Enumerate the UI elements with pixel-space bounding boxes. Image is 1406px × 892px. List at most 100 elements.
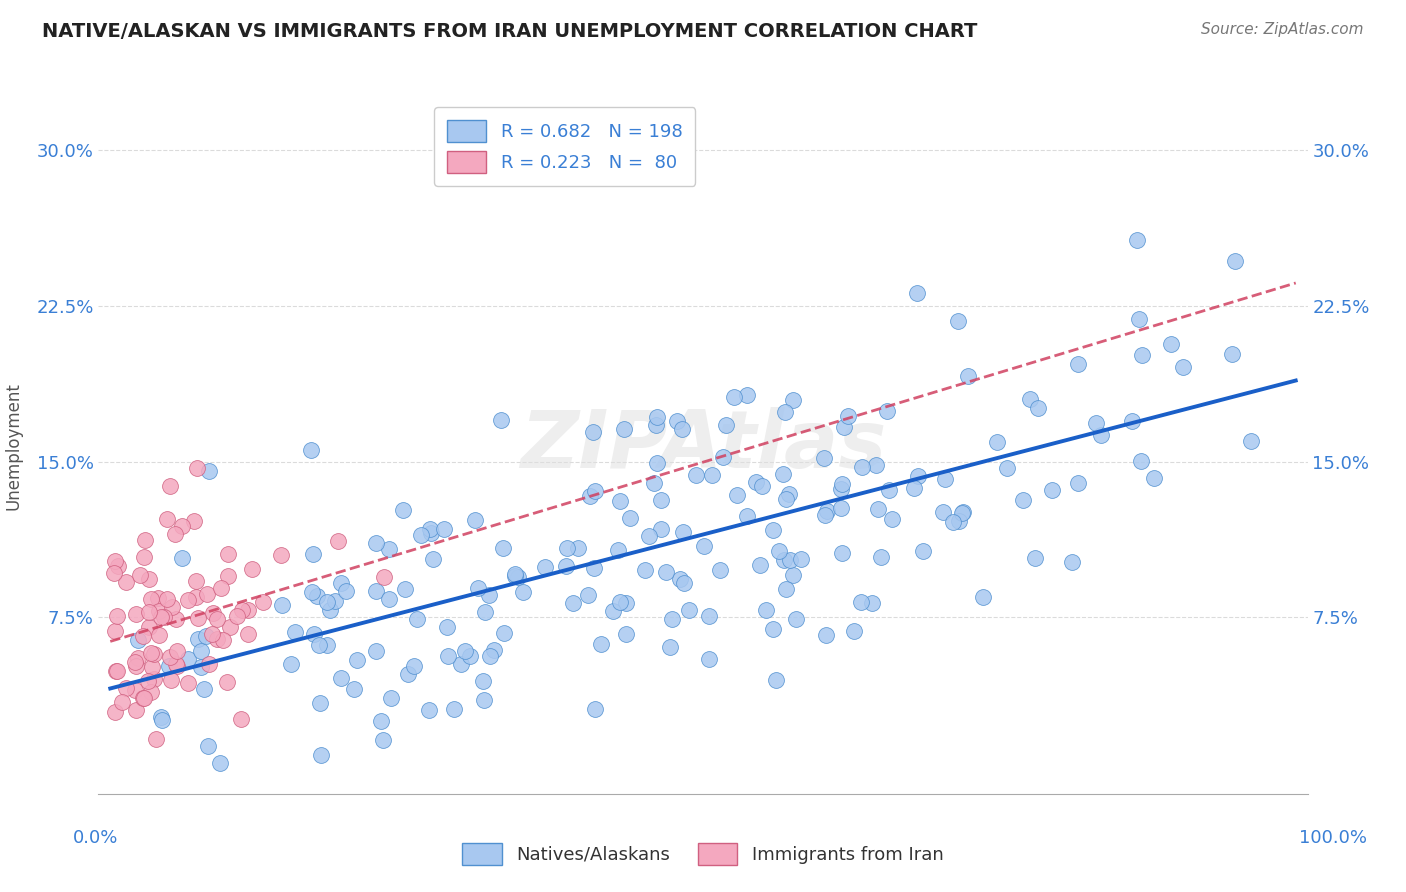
- Point: [903, 481, 925, 495]
- Point: [813, 451, 835, 466]
- Point: [602, 604, 624, 618]
- Legend: Natives/Alaskans, Immigrants from Iran: Natives/Alaskans, Immigrants from Iran: [456, 836, 950, 872]
- Point: [159, 478, 181, 492]
- Point: [672, 525, 695, 540]
- Point: [436, 620, 458, 634]
- Point: [912, 544, 935, 558]
- Point: [111, 695, 134, 709]
- Point: [302, 547, 325, 561]
- Point: [723, 390, 745, 404]
- Point: [815, 504, 838, 518]
- Point: [860, 597, 883, 611]
- Point: [330, 671, 353, 685]
- Point: [104, 624, 127, 639]
- Point: [609, 595, 631, 609]
- Point: [503, 569, 526, 583]
- Point: [377, 542, 399, 557]
- Point: [215, 675, 238, 690]
- Point: [952, 505, 974, 519]
- Point: [394, 582, 416, 597]
- Point: [184, 590, 207, 604]
- Point: [190, 644, 212, 658]
- Point: [699, 651, 721, 665]
- Point: [613, 422, 636, 436]
- Point: [762, 623, 785, 637]
- Point: [211, 633, 233, 648]
- Point: [205, 632, 228, 646]
- Point: [666, 414, 689, 428]
- Point: [124, 683, 146, 698]
- Point: [177, 592, 200, 607]
- Point: [142, 672, 165, 686]
- Point: [492, 541, 515, 555]
- Point: [134, 533, 156, 547]
- Y-axis label: Unemployment: Unemployment: [4, 382, 22, 510]
- Point: [1223, 253, 1246, 268]
- Point: [323, 594, 346, 608]
- Point: [125, 607, 148, 621]
- Point: [778, 486, 800, 500]
- Point: [103, 566, 125, 580]
- Point: [880, 512, 903, 526]
- Point: [644, 417, 666, 432]
- Point: [132, 629, 155, 643]
- Point: [195, 629, 218, 643]
- Point: [370, 714, 392, 728]
- Point: [195, 587, 218, 601]
- Point: [229, 712, 252, 726]
- Point: [115, 681, 138, 695]
- Point: [136, 674, 159, 689]
- Point: [614, 596, 637, 610]
- Point: [775, 491, 797, 506]
- Point: [396, 666, 419, 681]
- Point: [672, 576, 695, 591]
- Point: [494, 625, 516, 640]
- Point: [606, 542, 628, 557]
- Point: [1121, 414, 1143, 428]
- Point: [127, 650, 149, 665]
- Point: [745, 475, 768, 489]
- Point: [145, 731, 167, 746]
- Point: [671, 422, 693, 436]
- Point: [790, 551, 813, 566]
- Point: [373, 733, 395, 747]
- Point: [972, 590, 994, 604]
- Point: [1040, 483, 1063, 497]
- Point: [609, 493, 631, 508]
- Point: [735, 388, 758, 402]
- Point: [561, 596, 583, 610]
- Text: NATIVE/ALASKAN VS IMMIGRANTS FROM IRAN UNEMPLOYMENT CORRELATION CHART: NATIVE/ALASKAN VS IMMIGRANTS FROM IRAN U…: [42, 22, 977, 41]
- Point: [104, 554, 127, 568]
- Point: [765, 673, 787, 687]
- Point: [685, 468, 707, 483]
- Point: [138, 620, 160, 634]
- Point: [373, 570, 395, 584]
- Point: [634, 564, 657, 578]
- Point: [156, 512, 179, 526]
- Point: [443, 702, 465, 716]
- Point: [307, 589, 329, 603]
- Point: [948, 314, 970, 328]
- Point: [366, 643, 388, 657]
- Point: [772, 552, 794, 566]
- Point: [830, 482, 852, 496]
- Point: [506, 570, 529, 584]
- Point: [150, 713, 173, 727]
- Point: [782, 392, 804, 407]
- Point: [148, 628, 170, 642]
- Point: [932, 505, 955, 519]
- Point: [105, 665, 128, 679]
- Point: [132, 550, 155, 565]
- Point: [165, 612, 187, 626]
- Point: [1171, 359, 1194, 374]
- Point: [583, 484, 606, 499]
- Point: [132, 691, 155, 706]
- Point: [950, 506, 973, 520]
- Point: [654, 566, 676, 580]
- Point: [138, 606, 160, 620]
- Point: [186, 461, 208, 475]
- Point: [870, 550, 893, 565]
- Point: [464, 513, 486, 527]
- Point: [650, 522, 672, 536]
- Point: [157, 659, 180, 673]
